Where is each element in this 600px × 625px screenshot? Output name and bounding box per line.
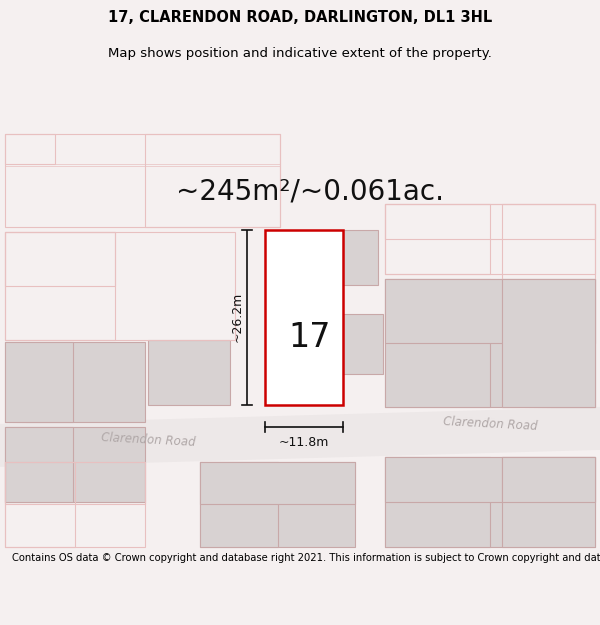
Text: 17, CLARENDON ROAD, DARLINGTON, DL1 3HL: 17, CLARENDON ROAD, DARLINGTON, DL1 3HL [108,11,492,26]
Bar [5,164,280,166]
Text: Clarendon Road: Clarendon Road [442,415,538,433]
Bar [145,134,280,227]
Bar [5,462,75,547]
Bar [385,279,595,343]
Bar [200,462,355,547]
Bar [385,204,595,274]
Bar [5,342,73,422]
Bar [502,204,595,407]
Text: Map shows position and indicative extent of the property.: Map shows position and indicative extent… [108,48,492,61]
Bar [5,232,115,286]
Bar [200,462,278,547]
Bar [502,279,595,407]
Bar [5,342,145,422]
Text: ~11.8m: ~11.8m [279,436,329,449]
Bar [502,457,595,502]
Text: ~245m²/~0.061ac.: ~245m²/~0.061ac. [176,178,444,206]
Bar [200,462,355,504]
Bar [385,457,490,547]
Bar [385,204,595,239]
Bar [343,314,383,374]
Bar [385,204,490,274]
Bar [5,232,235,340]
Bar [385,457,595,502]
Text: Contains OS data © Crown copyright and database right 2021. This information is : Contains OS data © Crown copyright and d… [12,552,600,562]
Text: Clarendon Road: Clarendon Road [100,431,196,449]
Bar [5,427,145,502]
Polygon shape [0,407,600,467]
Bar [5,462,145,547]
Bar [148,340,230,405]
Bar [5,427,73,502]
Bar [343,230,378,285]
Bar [5,134,280,227]
Bar [265,230,343,405]
Bar [385,279,490,407]
Bar [502,457,595,547]
Bar [5,232,115,340]
Bar [5,134,55,164]
Text: ~26.2m: ~26.2m [230,292,244,342]
Bar [385,457,595,547]
Text: 17: 17 [289,321,331,354]
Bar [5,462,145,504]
Bar [385,279,595,407]
